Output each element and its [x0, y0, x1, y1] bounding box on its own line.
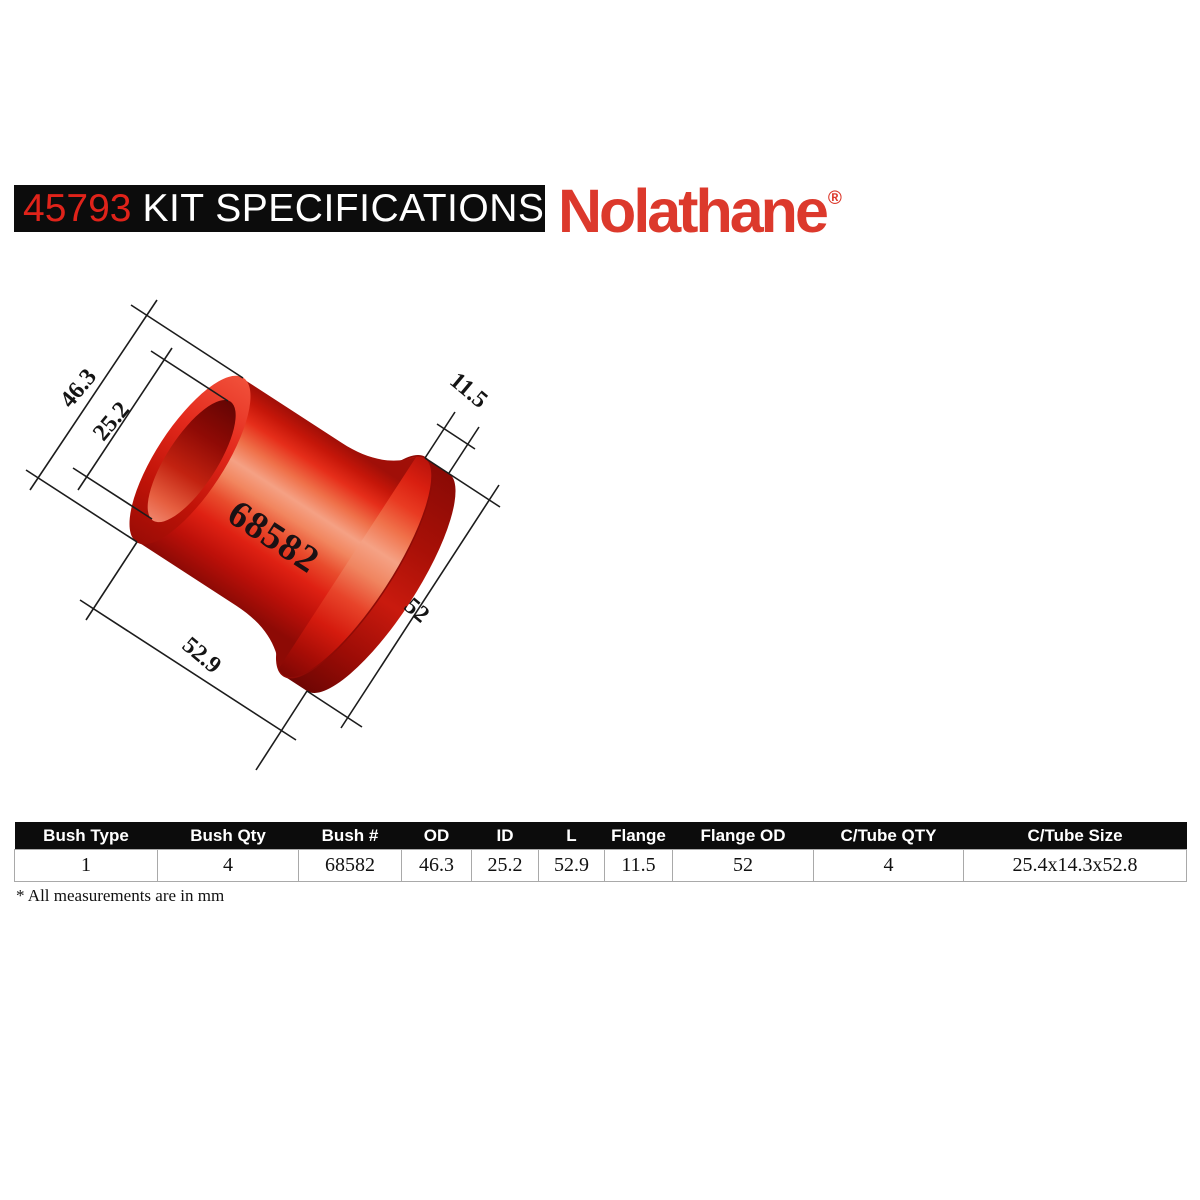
page-title: KIT SPECIFICATIONS: [142, 186, 545, 230]
col-header-ctube-size: C/Tube Size: [963, 822, 1187, 850]
cell-id: 25.2: [471, 849, 539, 882]
bushing: 68582: [129, 375, 456, 693]
cell-bush-number: 68582: [298, 849, 402, 882]
col-header-l: L: [538, 822, 605, 850]
id-label: 25.2: [88, 397, 135, 446]
bushing-diagram: 68582 46.3 25.2 52.9 11.5 52: [0, 280, 560, 780]
cell-bush-qty: 4: [157, 849, 299, 882]
od-dimension-line: [29, 299, 158, 491]
registered-trademark-symbol: ®: [827, 188, 842, 209]
spec-table-header-row: Bush Type Bush Qty Bush # OD ID L Flange…: [14, 822, 1187, 850]
spec-table: Bush Type Bush Qty Bush # OD ID L Flange…: [14, 822, 1187, 882]
measurements-footnote: * All measurements are in mm: [16, 886, 225, 905]
col-header-od: OD: [401, 822, 472, 850]
bushing-diagram-svg: 68582 46.3 25.2 52.9 11.5 52: [25, 299, 501, 771]
spec-table-data-row: 1 4 68582 46.3 25.2 52.9 11.5 52 4 25.4x…: [14, 849, 1187, 882]
col-header-flange-od: Flange OD: [672, 822, 814, 850]
od-extension-line-2: [25, 469, 138, 543]
id-dimension-line: [77, 347, 173, 491]
flange-extension-line-1: [424, 411, 456, 459]
col-header-bush-qty: Bush Qty: [157, 822, 299, 850]
dimension-lines: [25, 299, 501, 771]
brand-logo: Nolathane ®: [558, 176, 842, 246]
col-header-ctube-qty: C/Tube QTY: [813, 822, 964, 850]
cell-l: 52.9: [538, 849, 605, 882]
cell-flange-od: 52: [672, 849, 814, 882]
length-dimension-line: [79, 599, 297, 741]
flange-label: 11.5: [445, 368, 493, 414]
cell-flange: 11.5: [604, 849, 673, 882]
col-header-bush-number: Bush #: [298, 822, 402, 850]
cell-od: 46.3: [401, 849, 472, 882]
cell-ctube-size: 25.4x14.3x52.8: [963, 849, 1187, 882]
flange-od-dimension-line: [340, 484, 500, 729]
cell-ctube-qty: 4: [813, 849, 964, 882]
od-extension-line-1: [130, 304, 244, 379]
bushing-bore: [147, 400, 236, 523]
kit-number: 45793: [23, 186, 132, 230]
flange-dimension-line: [436, 423, 476, 450]
cell-bush-type: 1: [14, 849, 158, 882]
header-bar: 45793 KIT SPECIFICATIONS: [14, 185, 545, 232]
flange-od-extension-line-2: [306, 690, 363, 728]
length-label: 52.9: [177, 632, 226, 679]
od-label: 46.3: [55, 364, 102, 413]
col-header-flange: Flange: [604, 822, 673, 850]
col-header-id: ID: [471, 822, 539, 850]
brand-logo-text: Nolathane: [558, 177, 829, 245]
flange-od-extension-line-1: [424, 457, 501, 508]
length-extension-line-1: [85, 541, 138, 621]
col-header-bush-type: Bush Type: [14, 822, 158, 850]
id-extension-line-1: [150, 350, 229, 402]
flange-extension-line-2: [448, 426, 480, 474]
